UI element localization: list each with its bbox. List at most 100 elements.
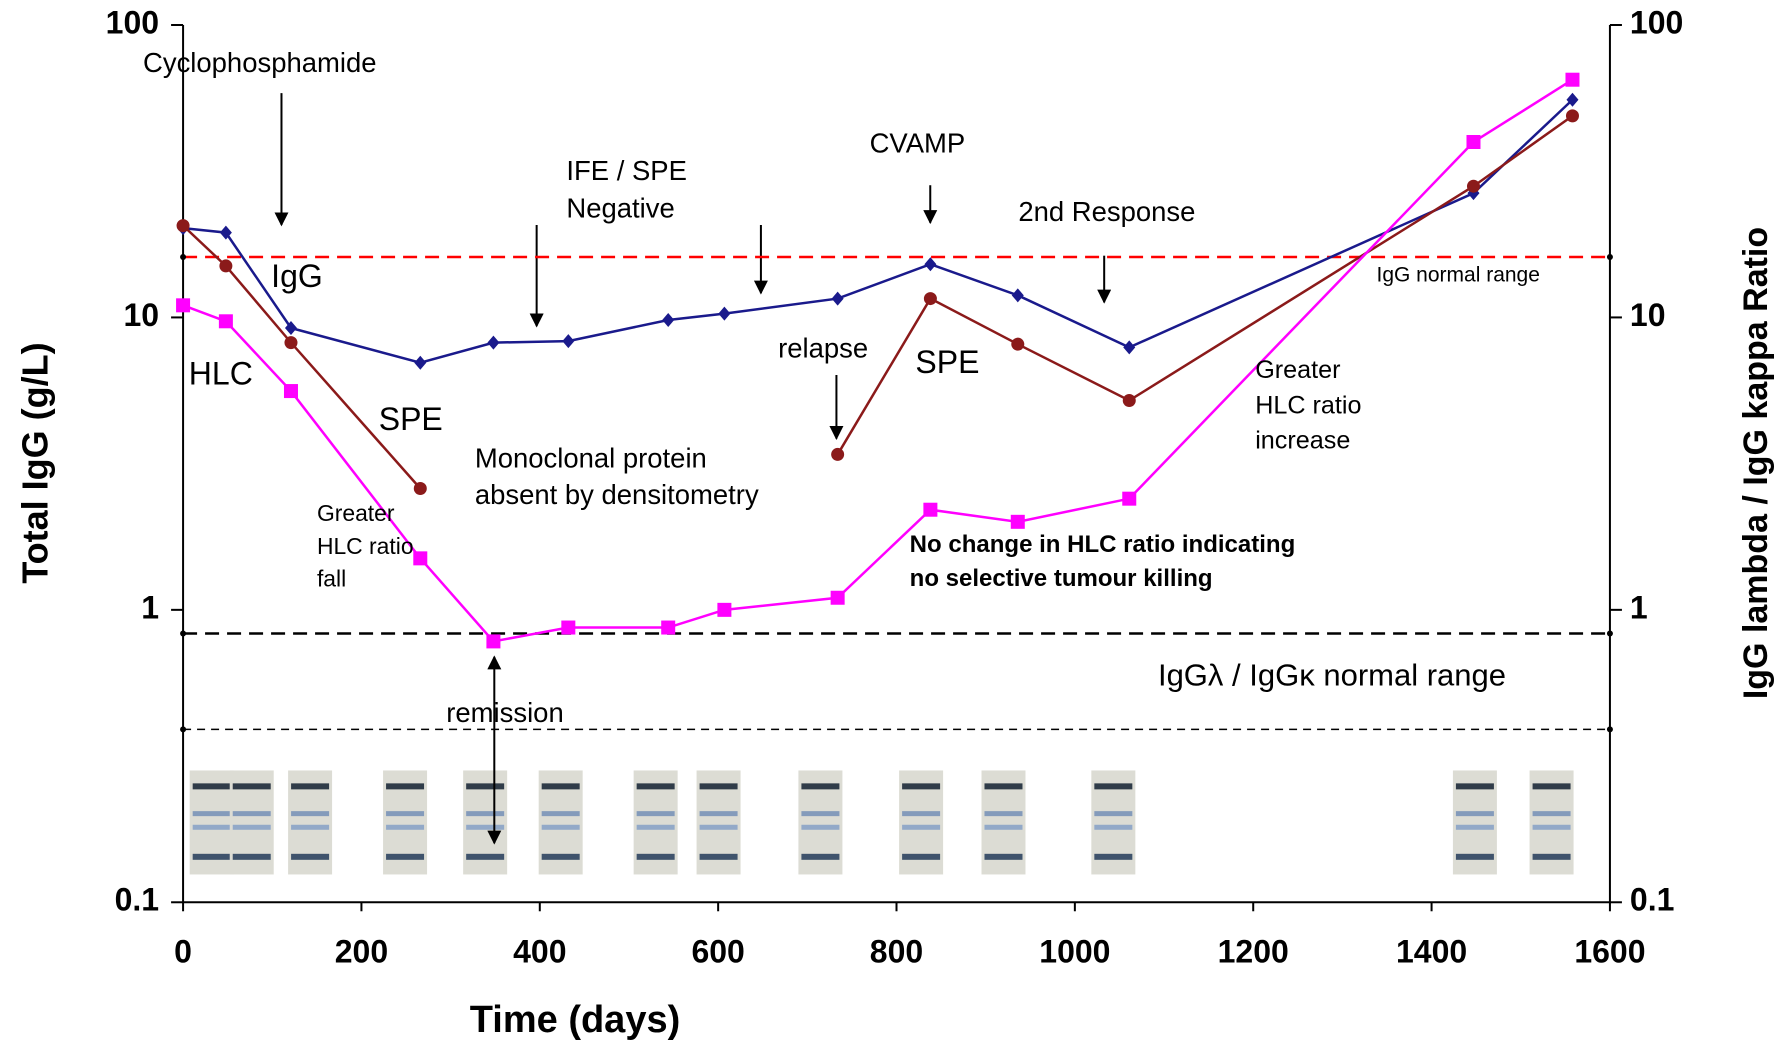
gel-band [386, 824, 425, 830]
reference-end [180, 253, 187, 260]
marker [562, 334, 575, 349]
gel-band [386, 853, 425, 860]
annotation: Greater [317, 500, 395, 526]
arrows [274, 93, 1112, 845]
annotation: absent by densitometry [475, 479, 759, 510]
marker [1122, 491, 1137, 506]
marker [487, 335, 500, 350]
reference-end [1606, 253, 1613, 260]
y2-tick-label: 100 [1630, 4, 1683, 40]
gel-band [636, 783, 675, 790]
y2-axis-title: IgG lambda / IgG kappa Ratio [1737, 227, 1775, 699]
marker [1011, 337, 1025, 351]
gel-band [232, 783, 271, 790]
gel-band [291, 783, 330, 790]
gel-band [699, 811, 738, 817]
annotation: fall [317, 566, 346, 592]
marker [1122, 393, 1136, 407]
x-tick-label: 800 [870, 934, 923, 970]
gel-band [636, 811, 675, 817]
reference-label: IgGλ / IgGκ normal range [1158, 657, 1506, 692]
marker [486, 634, 501, 649]
x-tick-label: 0 [174, 934, 192, 970]
marker [219, 225, 232, 240]
annotation: Negative [566, 192, 674, 223]
x-tick-label: 1600 [1574, 934, 1645, 970]
marker [176, 219, 190, 233]
gel-band [1455, 824, 1494, 830]
marker [923, 502, 938, 517]
marker [284, 321, 297, 336]
y2-tick-label: 10 [1630, 297, 1666, 333]
marker [1566, 92, 1579, 107]
annotation: remission [446, 697, 563, 728]
gel-band [466, 811, 505, 817]
series-label: HLC [189, 356, 253, 392]
annotation: no selective tumour killing [910, 565, 1213, 592]
gel-band [1094, 824, 1133, 830]
gel-band [466, 783, 505, 790]
gel-band [291, 811, 330, 817]
series-line [182, 98, 1574, 365]
y-axis-title: Total IgG (g/L) [15, 342, 56, 583]
reference-end [180, 726, 187, 733]
gel-band [1532, 783, 1571, 790]
gel-band [902, 811, 941, 817]
x-tick-label: 400 [513, 934, 566, 970]
annotation: No change in HLC ratio indicating [910, 531, 1296, 558]
reference-end [180, 630, 187, 637]
gel-band [699, 783, 738, 790]
gel-strips [189, 770, 1574, 875]
marker [830, 590, 845, 605]
annotation: CVAMP [870, 128, 966, 159]
y-tick-label: 1 [141, 589, 159, 625]
marker [1466, 179, 1480, 193]
gel-band [541, 824, 580, 830]
gel-band [984, 811, 1023, 817]
y-tick-label: 0.1 [115, 882, 159, 918]
x-tick-label: 1200 [1218, 934, 1289, 970]
gel-band [1455, 811, 1494, 817]
gel-band [192, 853, 231, 860]
annotation: HLC ratio [1255, 391, 1361, 419]
gel-band [1094, 811, 1133, 817]
gel-band [386, 811, 425, 817]
gel-band [902, 783, 941, 790]
marker [218, 314, 233, 329]
y2-tick-label: 1 [1630, 589, 1648, 625]
gel-band [232, 853, 271, 860]
gel-band [1094, 783, 1133, 790]
gel-band [192, 811, 231, 817]
x-tick-label: 200 [335, 934, 388, 970]
marker [1565, 72, 1580, 87]
marker [717, 602, 732, 617]
gel-band [232, 811, 271, 817]
marker [924, 257, 937, 272]
gel-band [541, 853, 580, 860]
gel-band [801, 783, 840, 790]
x-axis-title: Time (days) [470, 999, 680, 1041]
gel-band [1532, 811, 1571, 817]
x-tick-label: 1400 [1396, 934, 1467, 970]
gel-band [386, 783, 425, 790]
gel-band [699, 824, 738, 830]
gel-band [902, 824, 941, 830]
marker [413, 482, 427, 496]
y-tick-label: 100 [106, 4, 159, 40]
marker [718, 306, 731, 321]
y2-tick-label: 0.1 [1630, 882, 1674, 918]
gel-band [801, 824, 840, 830]
reference-end [1606, 630, 1613, 637]
gel-band [801, 853, 840, 860]
annotation: increase [1255, 427, 1350, 455]
marker [661, 620, 676, 635]
marker [1010, 514, 1025, 529]
y-tick-label: 10 [123, 297, 159, 333]
gel-band [1532, 853, 1571, 860]
marker [1565, 109, 1579, 123]
series-line [182, 114, 1574, 490]
annotation: HLC ratio [317, 533, 414, 559]
reference-label: IgG normal range [1377, 264, 1540, 287]
gel-band [636, 824, 675, 830]
marker [176, 298, 191, 313]
